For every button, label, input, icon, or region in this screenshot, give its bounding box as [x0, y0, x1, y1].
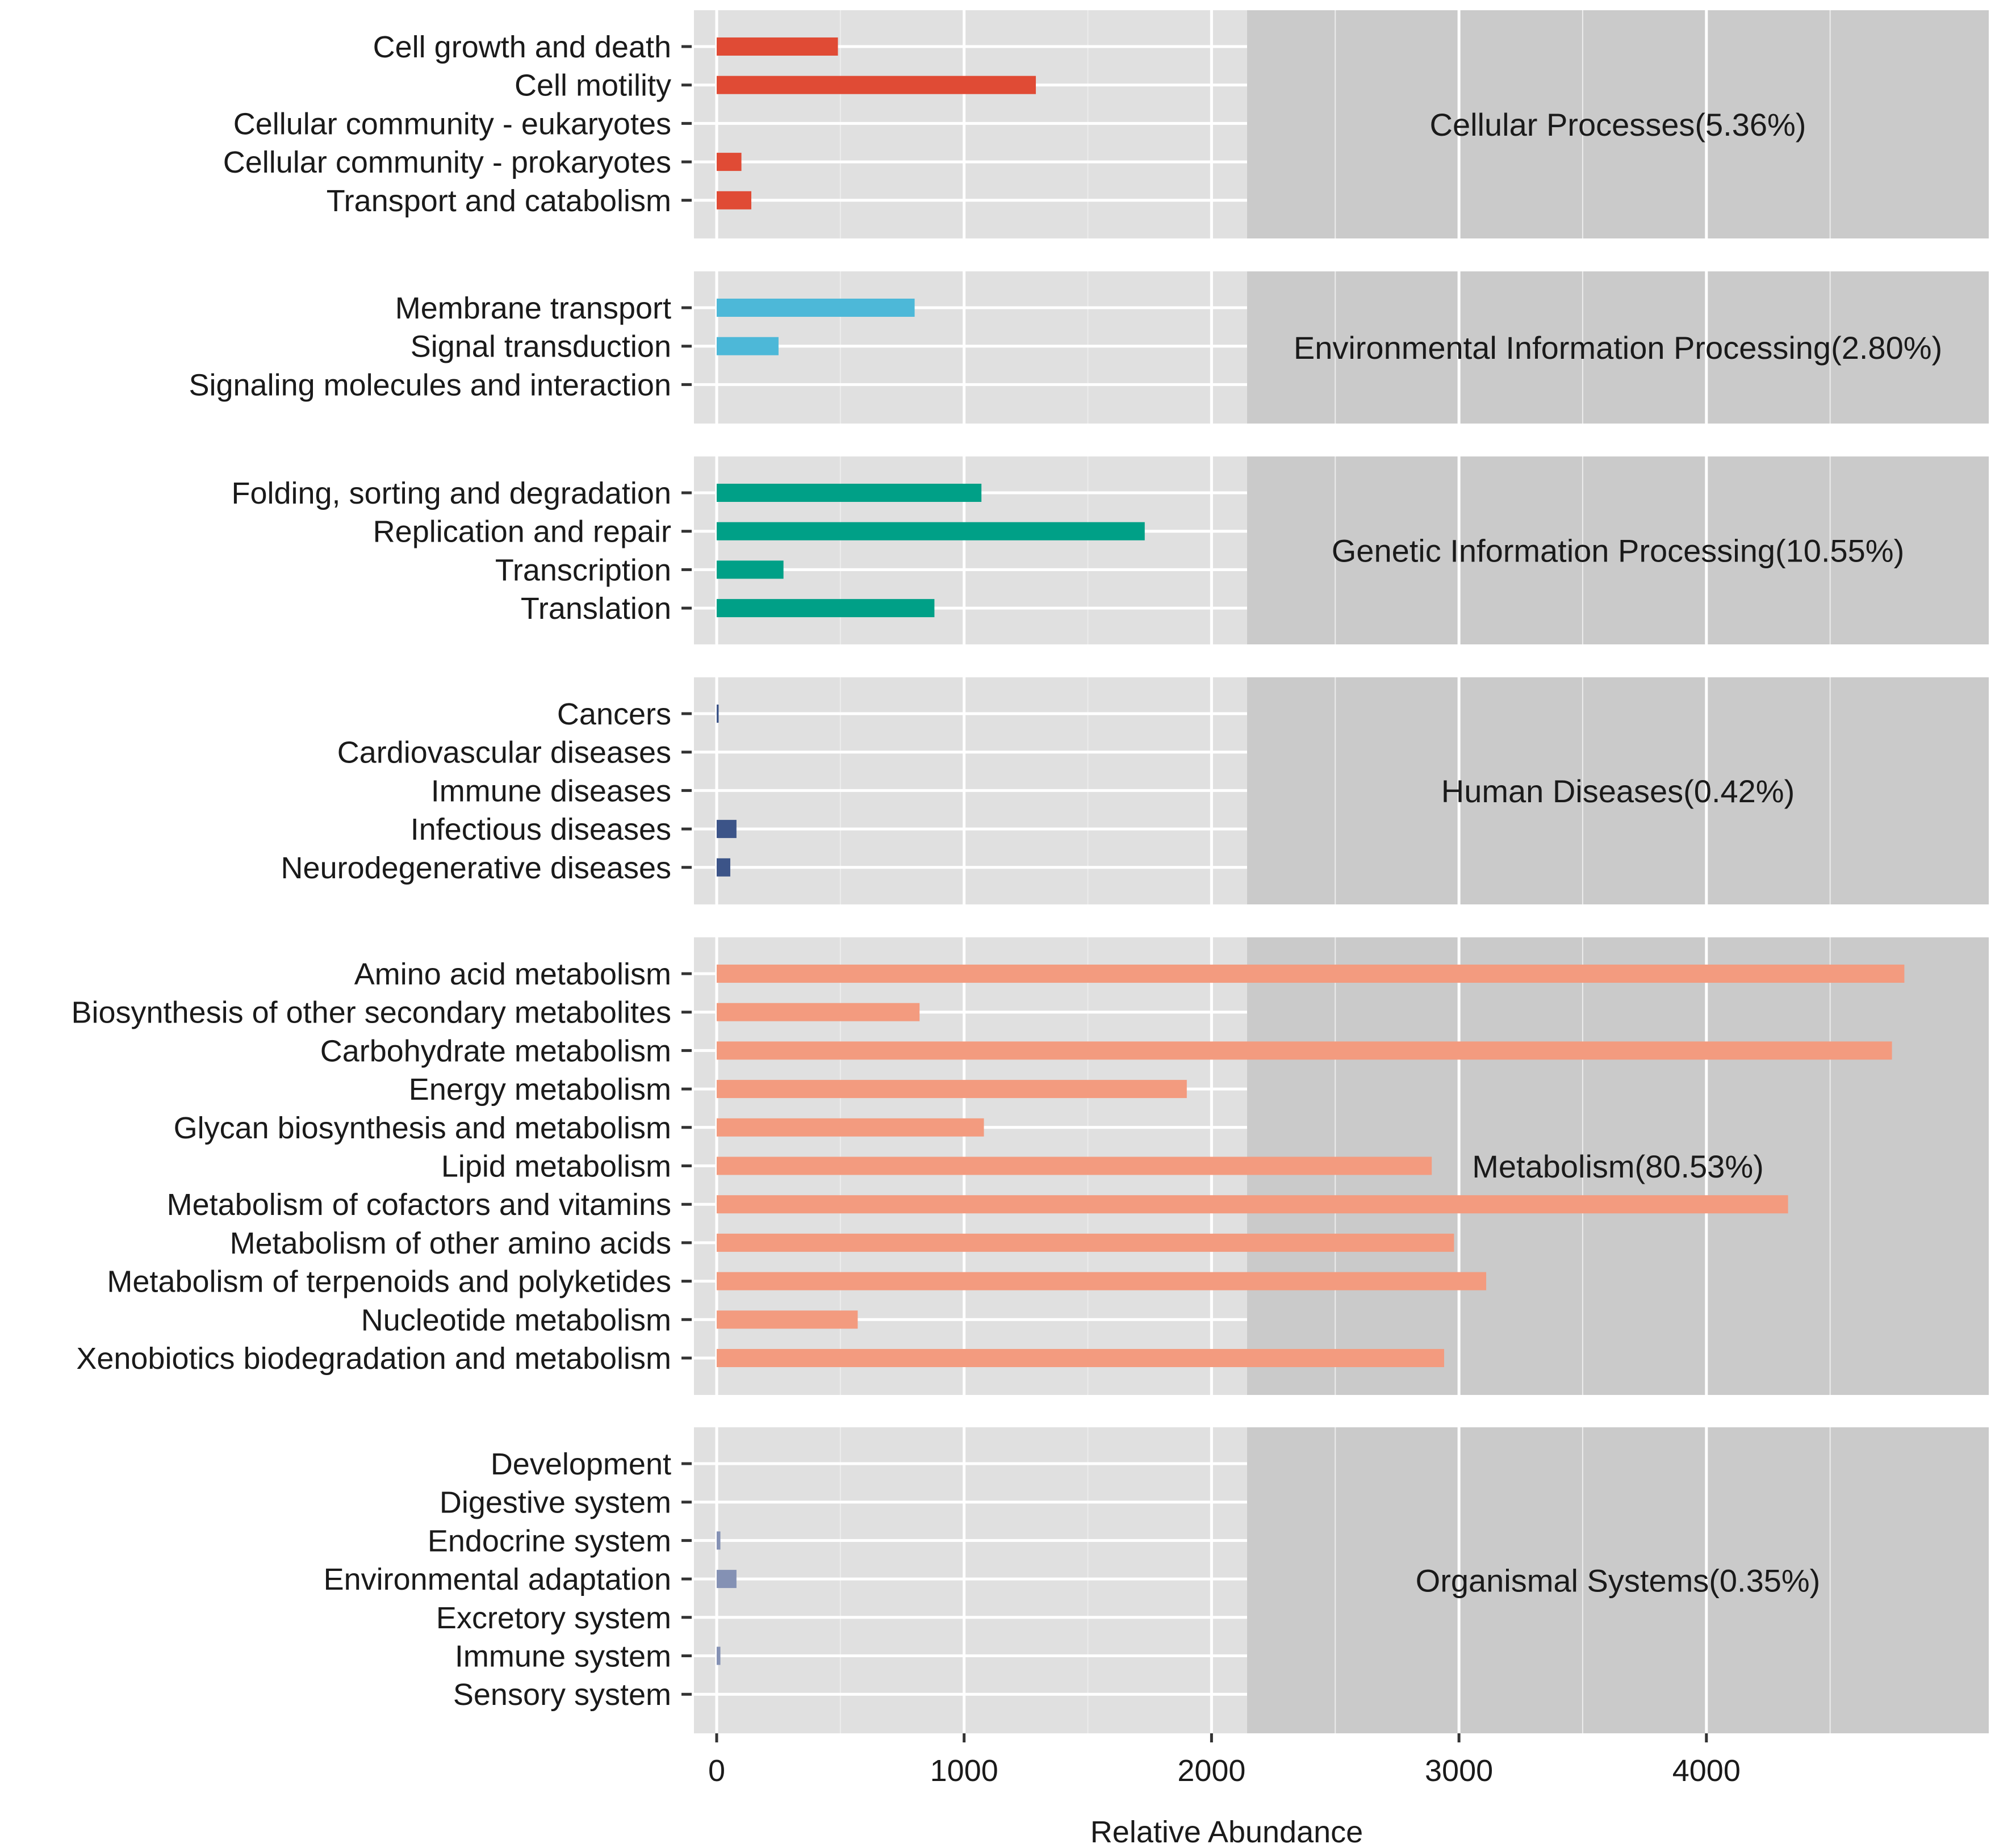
category-label: Immune system — [455, 1640, 671, 1674]
x-tick-label: 2000 — [1177, 1754, 1245, 1788]
category-label: Signal transduction — [411, 330, 671, 364]
category-label: Metabolism of terpenoids and polyketides — [107, 1265, 671, 1299]
bar-signal-transduction — [717, 337, 779, 355]
bar-transcription — [717, 560, 784, 579]
category-label: Development — [491, 1447, 671, 1481]
category-label: Transcription — [495, 553, 671, 587]
category-label: Infectious diseases — [411, 812, 671, 847]
category-label: Cellular community - prokaryotes — [223, 145, 671, 179]
category-label: Xenobiotics biodegradation and metabolis… — [76, 1342, 671, 1376]
bar-xenobiotics-biodegradation-and-metabolism — [717, 1349, 1444, 1367]
bar-cell-growth-and-death — [717, 37, 838, 56]
facet-organismal-systems: Development Digestive system Endocrine sys… — [324, 1427, 1989, 1733]
facet-human-diseases: Cancers Cardiovascular diseases Immune dis… — [281, 677, 1989, 904]
category-label: Cardiovascular diseases — [337, 736, 671, 770]
bar-carbohydrate-metabolism — [717, 1041, 1892, 1060]
category-label: Replication and repair — [373, 515, 671, 549]
category-label: Lipid metabolism — [441, 1150, 671, 1184]
facet-cellular-processes: Cell growth and death Cell motility Cellul… — [223, 10, 1989, 238]
category-label: Cancers — [557, 697, 671, 731]
facet-strip — [1247, 456, 1989, 644]
category-label: Carbohydrate metabolism — [320, 1034, 671, 1068]
facet-strip — [1247, 271, 1989, 424]
facet-environmental-information-processing: Membrane transport Signal transduction Sig… — [189, 271, 1989, 424]
category-label: Membrane transport — [395, 291, 671, 325]
category-label: Glycan biosynthesis and metabolism — [174, 1111, 671, 1145]
bar-infectious-diseases — [717, 820, 737, 839]
facet-strip-label: Metabolism(80.53%) — [1472, 1149, 1764, 1184]
category-label: Metabolism of cofactors and vitamins — [167, 1188, 671, 1222]
bar-cell-motility — [717, 76, 1036, 94]
facet-strip-label: Human Diseases(0.42%) — [1441, 773, 1795, 809]
x-axis-title: Relative Abundance — [1090, 1815, 1363, 1848]
facet-strip-label: Cellular Processes(5.36%) — [1430, 107, 1806, 143]
category-label: Excretory system — [436, 1601, 671, 1635]
category-label: Endocrine system — [428, 1524, 671, 1558]
facet-genetic-information-processing: Folding, sorting and degradation Replicat… — [231, 456, 1989, 644]
category-label: Immune diseases — [431, 774, 671, 808]
category-label: Nucleotide metabolism — [361, 1303, 671, 1337]
category-label: Neurodegenerative diseases — [281, 851, 671, 885]
facet-strip-label: Organismal Systems(0.35%) — [1416, 1563, 1821, 1599]
facet-strip-label: Genetic Information Processing(10.55%) — [1332, 533, 1905, 569]
bar-cancers — [717, 705, 719, 723]
bar-environmental-adaptation — [717, 1570, 737, 1589]
category-label: Energy metabolism — [409, 1072, 671, 1107]
facet-panels: Cell growth and death Cell motility Cellul… — [71, 10, 1989, 1733]
bar-replication-and-repair — [717, 522, 1145, 540]
bar-nucleotide-metabolism — [717, 1310, 858, 1329]
bar-amino-acid-metabolism — [717, 965, 1905, 983]
category-label: Environmental adaptation — [324, 1562, 671, 1596]
bar-immune-system — [717, 1646, 721, 1665]
bar-glycan-biosynthesis-and-metabolism — [717, 1118, 984, 1137]
x-tick-label: 0 — [708, 1754, 725, 1788]
bar-neurodegenerative-diseases — [717, 858, 730, 877]
facet-strip — [1247, 677, 1989, 904]
bar-membrane-transport — [717, 299, 915, 317]
category-label: Cellular community - eukaryotes — [233, 107, 671, 141]
category-label: Metabolism of other amino acids — [230, 1226, 671, 1260]
category-label: Transport and catabolism — [327, 184, 671, 218]
x-axis: 0 1000 2000 3000 4000 — [708, 1733, 1741, 1788]
facet-strip-label: Environmental Information Processing(2.8… — [1294, 330, 1942, 366]
x-tick-label: 1000 — [930, 1754, 998, 1788]
facet-strip — [1247, 1427, 1989, 1733]
category-label: Biosynthesis of other secondary metaboli… — [71, 996, 671, 1030]
bar-metabolism-of-cofactors-and-vitamins — [717, 1195, 1788, 1214]
bar-folding-sorting-and-degradation — [717, 484, 982, 502]
category-label: Signaling molecules and interaction — [189, 368, 671, 402]
facet-strip — [1247, 10, 1989, 238]
category-label: Folding, sorting and degradation — [231, 476, 671, 510]
bar-translation — [717, 599, 935, 618]
category-label: Cell growth and death — [373, 30, 671, 64]
bar-cellular-community-prokaryotes — [717, 153, 742, 171]
x-tick-label: 4000 — [1672, 1754, 1741, 1788]
bar-lipid-metabolism — [717, 1156, 1432, 1175]
bar-endocrine-system — [717, 1531, 721, 1550]
bar-energy-metabolism — [717, 1080, 1187, 1099]
category-label: Translation — [521, 592, 671, 626]
bar-biosynthesis-of-other-secondary-metabolites — [717, 1003, 920, 1021]
bar-transport-and-catabolism — [717, 191, 751, 209]
category-label: Digestive system — [440, 1486, 671, 1520]
bar-metabolism-of-terpenoids-and-polyketides — [717, 1272, 1487, 1290]
bar-metabolism-of-other-amino-acids — [717, 1233, 1454, 1252]
x-tick-label: 3000 — [1425, 1754, 1493, 1788]
category-label: Cell motility — [515, 69, 671, 103]
category-label: Amino acid metabolism — [354, 957, 671, 991]
facet-metabolism: Amino acid metabolism Biosynthesis of oth… — [71, 937, 1989, 1395]
category-label: Sensory system — [453, 1678, 671, 1712]
